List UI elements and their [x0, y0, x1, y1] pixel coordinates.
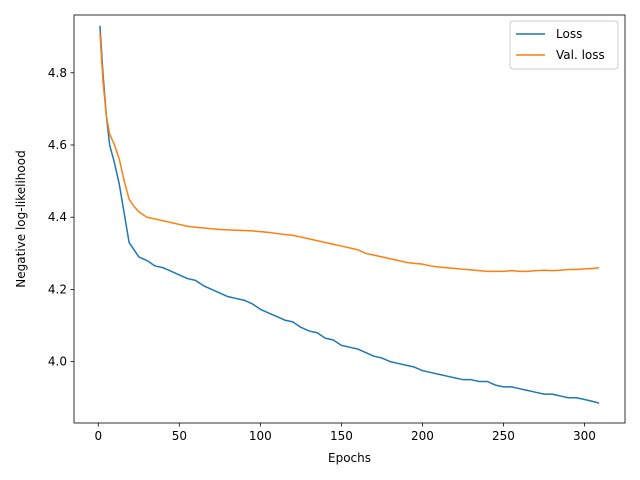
legend: Loss Val. loss: [509, 20, 619, 70]
series-layer: [99, 25, 600, 404]
plot-frame: [73, 14, 626, 424]
x-tick-label: 150: [330, 429, 353, 443]
x-tick-label: 50: [172, 429, 187, 443]
x-tick-label: 0: [94, 429, 102, 443]
legend-label-loss: Loss: [556, 27, 582, 41]
x-tick-label: 100: [249, 429, 272, 443]
x-tick-label: 250: [492, 429, 515, 443]
legend-box: [509, 20, 619, 70]
legend-label-val-loss: Val. loss: [556, 48, 605, 62]
x-tick-label: 200: [411, 429, 434, 443]
series-line-val-loss: [99, 33, 600, 273]
y-tick-label: 4.8: [48, 66, 67, 80]
series-line-loss: [99, 25, 600, 404]
y-axis-label: Negative log-likelihood: [14, 150, 28, 287]
y-tick-label: 4.0: [48, 355, 67, 369]
x-axis-ticks: 0 50 100 150 200 250 300: [94, 423, 596, 443]
y-tick-label: 4.2: [48, 282, 67, 296]
x-tick-label: 300: [573, 429, 596, 443]
y-tick-label: 4.4: [48, 210, 67, 224]
y-tick-label: 4.6: [48, 138, 67, 152]
x-axis-label: Epochs: [328, 451, 371, 465]
y-axis-ticks: 4.0 4.2 4.4 4.6 4.8: [48, 66, 74, 369]
